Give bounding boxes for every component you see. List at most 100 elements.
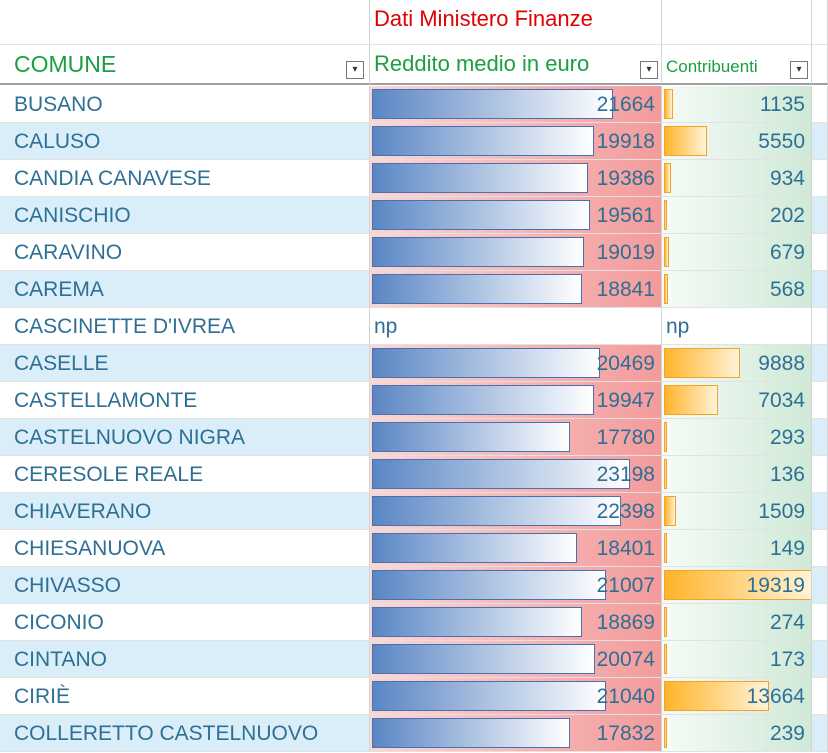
comune: CASTELLAMONTE	[14, 389, 198, 412]
empty-cell	[812, 160, 828, 197]
name-cell: CASCINETTE D'IVREA	[0, 308, 370, 345]
income: 19561	[596, 204, 655, 227]
income-cell: 19019	[370, 234, 662, 271]
empty-cell	[812, 456, 828, 493]
comune: CARAVINO	[14, 241, 123, 264]
income-bar	[372, 163, 588, 193]
income: 22398	[596, 500, 655, 523]
income-cell: 18841	[370, 271, 662, 308]
taxpayers-cell: 19319	[662, 567, 812, 604]
taxpayers-bar	[664, 348, 740, 378]
taxpayers: 173	[769, 648, 805, 671]
taxpayers: 13664	[746, 685, 805, 708]
filter-button[interactable]: ▾	[790, 61, 808, 79]
income-cell: 19947	[370, 382, 662, 419]
filter-button[interactable]: ▾	[346, 61, 364, 79]
taxpayers: 149	[769, 537, 805, 560]
name-cell: CANISCHIO	[0, 197, 370, 234]
taxpayers-cell: 274	[662, 604, 812, 641]
comune: CASCINETTE D'IVREA	[14, 315, 236, 338]
taxpayers-cell: np	[662, 308, 812, 345]
income-cell: np	[370, 308, 662, 345]
column-title: Reddito medio in euro	[374, 51, 590, 76]
taxpayers-cell: 9888	[662, 345, 812, 382]
taxpayers-bar	[664, 459, 667, 489]
name-cell: CAREMA	[0, 271, 370, 308]
taxpayers-cell: 149	[662, 530, 812, 567]
income-cell: 19386	[370, 160, 662, 197]
column-header: COMUNE ▾	[0, 45, 370, 85]
taxpayers-cell: 13664	[662, 678, 812, 715]
header-cell	[662, 0, 812, 45]
income-cell: 20469	[370, 345, 662, 382]
taxpayers-bar	[664, 385, 718, 415]
empty-cell	[812, 123, 828, 160]
taxpayers-bar	[664, 607, 667, 637]
income-bar	[372, 200, 590, 230]
name-cell: BUSANO	[0, 86, 370, 123]
income-bar	[372, 348, 600, 378]
income: 18869	[596, 611, 655, 634]
taxpayers: 679	[769, 241, 805, 264]
name-cell: CARAVINO	[0, 234, 370, 271]
super-title: Dati Ministero Finanze	[374, 6, 593, 31]
income: 19019	[596, 241, 655, 264]
taxpayers: 568	[769, 278, 805, 301]
taxpayers-bar	[664, 200, 667, 230]
comune: CIRIÈ	[14, 685, 71, 708]
income-bar	[372, 607, 582, 637]
taxpayers: 239	[769, 722, 805, 745]
taxpayers: 202	[769, 204, 805, 227]
taxpayers: 9888	[758, 352, 805, 375]
taxpayers: 274	[769, 611, 805, 634]
column-header: Contribuenti ▾	[662, 45, 812, 85]
income: 17780	[596, 426, 655, 449]
taxpayers: 934	[769, 167, 805, 190]
taxpayers-cell: 202	[662, 197, 812, 234]
income: 21040	[596, 685, 655, 708]
income-cell: 23198	[370, 456, 662, 493]
name-cell: CASTELNUOVO NIGRA	[0, 419, 370, 456]
filter-button[interactable]: ▾	[640, 61, 658, 79]
taxpayers: 1509	[758, 500, 805, 523]
taxpayers-bar	[664, 274, 669, 304]
comune: CASELLE	[14, 352, 109, 375]
comune: CANDIA CANAVESE	[14, 167, 211, 190]
taxpayers-cell: 568	[662, 271, 812, 308]
header-cell	[0, 0, 370, 45]
empty-cell	[812, 382, 828, 419]
column-title: Contribuenti	[666, 57, 758, 76]
empty-cell	[812, 604, 828, 641]
income-bar	[372, 89, 613, 119]
income: 20074	[596, 648, 655, 671]
column-header: Reddito medio in euro ▾	[370, 45, 662, 85]
income-cell: 18401	[370, 530, 662, 567]
taxpayers-bar	[664, 644, 667, 674]
taxpayers: 1135	[759, 93, 805, 116]
header-cell: Dati Ministero Finanze	[370, 0, 662, 45]
comune: CICONIO	[14, 611, 104, 634]
income-bar	[372, 718, 571, 748]
income: 18401	[596, 537, 655, 560]
taxpayers: 5550	[758, 130, 805, 153]
income-cell: 17780	[370, 419, 662, 456]
name-cell: CERESOLE REALE	[0, 456, 370, 493]
comune: COLLERETTO CASTELNUOVO	[14, 722, 319, 745]
taxpayers-cell: 679	[662, 234, 812, 271]
name-cell: CHIAVERANO	[0, 493, 370, 530]
taxpayers-bar	[664, 533, 667, 563]
empty-cell	[812, 234, 828, 271]
empty-cell	[812, 493, 828, 530]
income-cell: 21007	[370, 567, 662, 604]
name-cell: CHIVASSO	[0, 567, 370, 604]
income: 21664	[596, 93, 655, 116]
taxpayers-bar	[664, 718, 667, 748]
income: 21007	[596, 574, 655, 597]
income: 18841	[596, 278, 655, 301]
income-cell: 19918	[370, 123, 662, 160]
income-cell: 22398	[370, 493, 662, 530]
taxpayers-bar	[664, 237, 670, 267]
taxpayers-cell: 293	[662, 419, 812, 456]
comune: CHIESANUOVA	[14, 537, 166, 560]
comune: CERESOLE REALE	[14, 463, 204, 486]
